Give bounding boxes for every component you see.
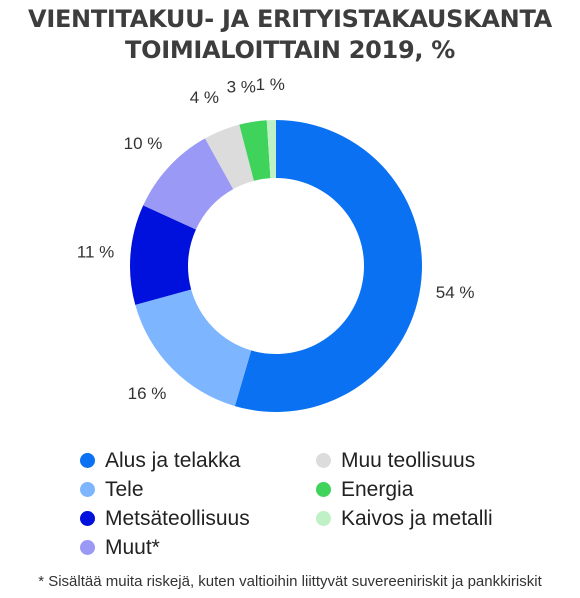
chart-title-line-2: TOIMIALOITTAIN 2019, % xyxy=(125,36,455,64)
donut-slice-4 xyxy=(143,138,234,230)
legend-label-4: Muut* xyxy=(105,535,160,559)
legend-swatch-7 xyxy=(316,511,331,526)
legend-label-3: Metsäteollisuus xyxy=(105,506,250,530)
donut-chart: 54 % 16 % 11 % 10 % 4 % 3 % 1 % xyxy=(77,75,475,412)
legend-swatch-3 xyxy=(80,511,95,526)
data-label-3: 11 % xyxy=(77,243,115,262)
legend-swatch-2 xyxy=(80,482,95,497)
legend-item-3: Metsäteollisuus xyxy=(80,504,250,533)
donut-slice-5 xyxy=(205,124,254,190)
footnote: * Sisältää muita riskejä, kuten valtioih… xyxy=(38,573,542,590)
legend-item-4: Muut* xyxy=(80,533,250,562)
data-label-6: 3 % xyxy=(227,77,256,96)
donut-slice-3 xyxy=(130,205,196,305)
legend-label-7: Kaivos ja metalli xyxy=(341,506,493,530)
chart-title: VIENTITAKUU- JA ERITYISTAKAUSKANTA TOIMI… xyxy=(0,4,580,66)
legend-item-5: Muu teollisuus xyxy=(316,446,493,475)
data-label-5: 4 % xyxy=(190,88,219,107)
legend-label-1: Alus ja telakka xyxy=(105,448,241,472)
legend-column-left: Alus ja telakka Tele Metsäteollisuus Muut* xyxy=(80,446,250,562)
data-label-7: 1 % xyxy=(256,75,285,94)
legend-label-5: Muu teollisuus xyxy=(341,448,476,472)
legend-item-6: Energia xyxy=(316,475,493,504)
legend-swatch-4 xyxy=(80,540,95,555)
legend-item-2: Tele xyxy=(80,475,250,504)
legend-column-right: Muu teollisuus Energia Kaivos ja metalli xyxy=(316,446,493,533)
data-label-2: 16 % xyxy=(128,384,167,403)
legend-item-1: Alus ja telakka xyxy=(80,446,250,475)
legend-swatch-5 xyxy=(316,453,331,468)
legend-swatch-1 xyxy=(80,453,95,468)
donut-slice-7 xyxy=(266,120,276,179)
donut-slice-2 xyxy=(135,289,252,407)
legend-label-6: Energia xyxy=(341,477,414,501)
donut-slice-6 xyxy=(239,120,271,181)
data-label-1: 54 % xyxy=(436,283,475,302)
legend-item-7: Kaivos ja metalli xyxy=(316,504,493,533)
data-label-4: 10 % xyxy=(124,134,163,153)
chart-title-line-1: VIENTITAKUU- JA ERITYISTAKAUSKANTA xyxy=(28,5,552,33)
donut-slice-1 xyxy=(234,120,423,412)
legend-label-2: Tele xyxy=(105,477,144,501)
legend-swatch-6 xyxy=(316,482,331,497)
